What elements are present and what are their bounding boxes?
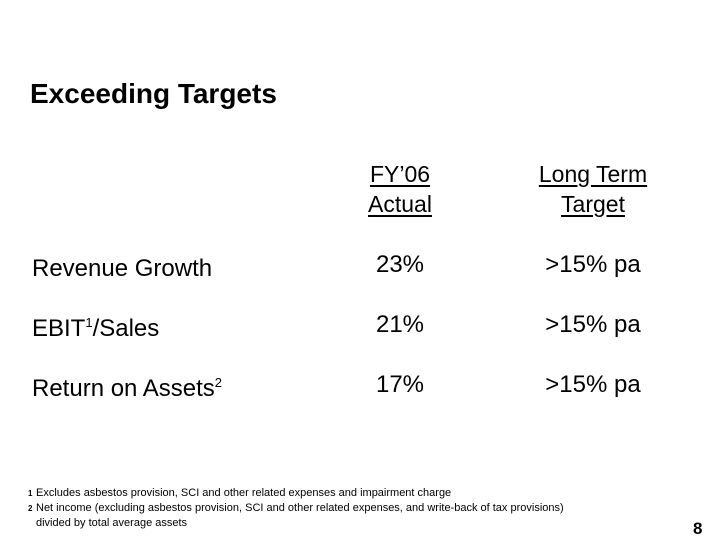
page-number: 8: [693, 519, 703, 538]
footnote-marker: 1: [28, 489, 33, 498]
column-header-line: FY’06: [369, 161, 431, 187]
footnote-marker: 2: [28, 504, 33, 513]
slide-title: Exceeding Targets: [30, 78, 277, 109]
column-header-fy06-actual: FY’06 Actual: [330, 159, 470, 219]
row-label-ebit-sales: EBIT1/Sales: [32, 315, 160, 342]
footnote-2-continued: divided by total average assets: [28, 516, 564, 530]
cell-revenue-growth-target: >15% pa: [545, 251, 641, 278]
cell-revenue-growth-actual: 23%: [375, 251, 425, 278]
row-label-return-on-assets: Return on Assets2: [32, 375, 222, 402]
cell-ebit-sales-actual: 21%: [375, 311, 425, 338]
column-header-line: Long Term: [538, 161, 648, 187]
superscript-marker: 2: [214, 375, 222, 390]
column-header-line: Target: [561, 191, 625, 217]
row-label-revenue-growth: Revenue Growth: [32, 255, 213, 282]
cell-return-on-assets-target: >15% pa: [545, 371, 641, 398]
cell-return-on-assets-actual: 17%: [375, 371, 425, 398]
footnote-2: 2 Net income (excluding asbestos provisio…: [28, 502, 564, 514]
superscript-marker: 1: [85, 315, 93, 330]
footnote-marker: [28, 516, 36, 517]
column-header-long-term-target: Long Term Target: [513, 159, 673, 219]
footnote-1: 1 Excludes asbestos provision, SCI and ot…: [28, 487, 452, 499]
footnotes: 1 Excludes asbestos provision, SCI and ot…: [28, 486, 564, 530]
cell-ebit-sales-target: >15% pa: [545, 311, 641, 338]
column-header-line: Actual: [368, 191, 432, 217]
